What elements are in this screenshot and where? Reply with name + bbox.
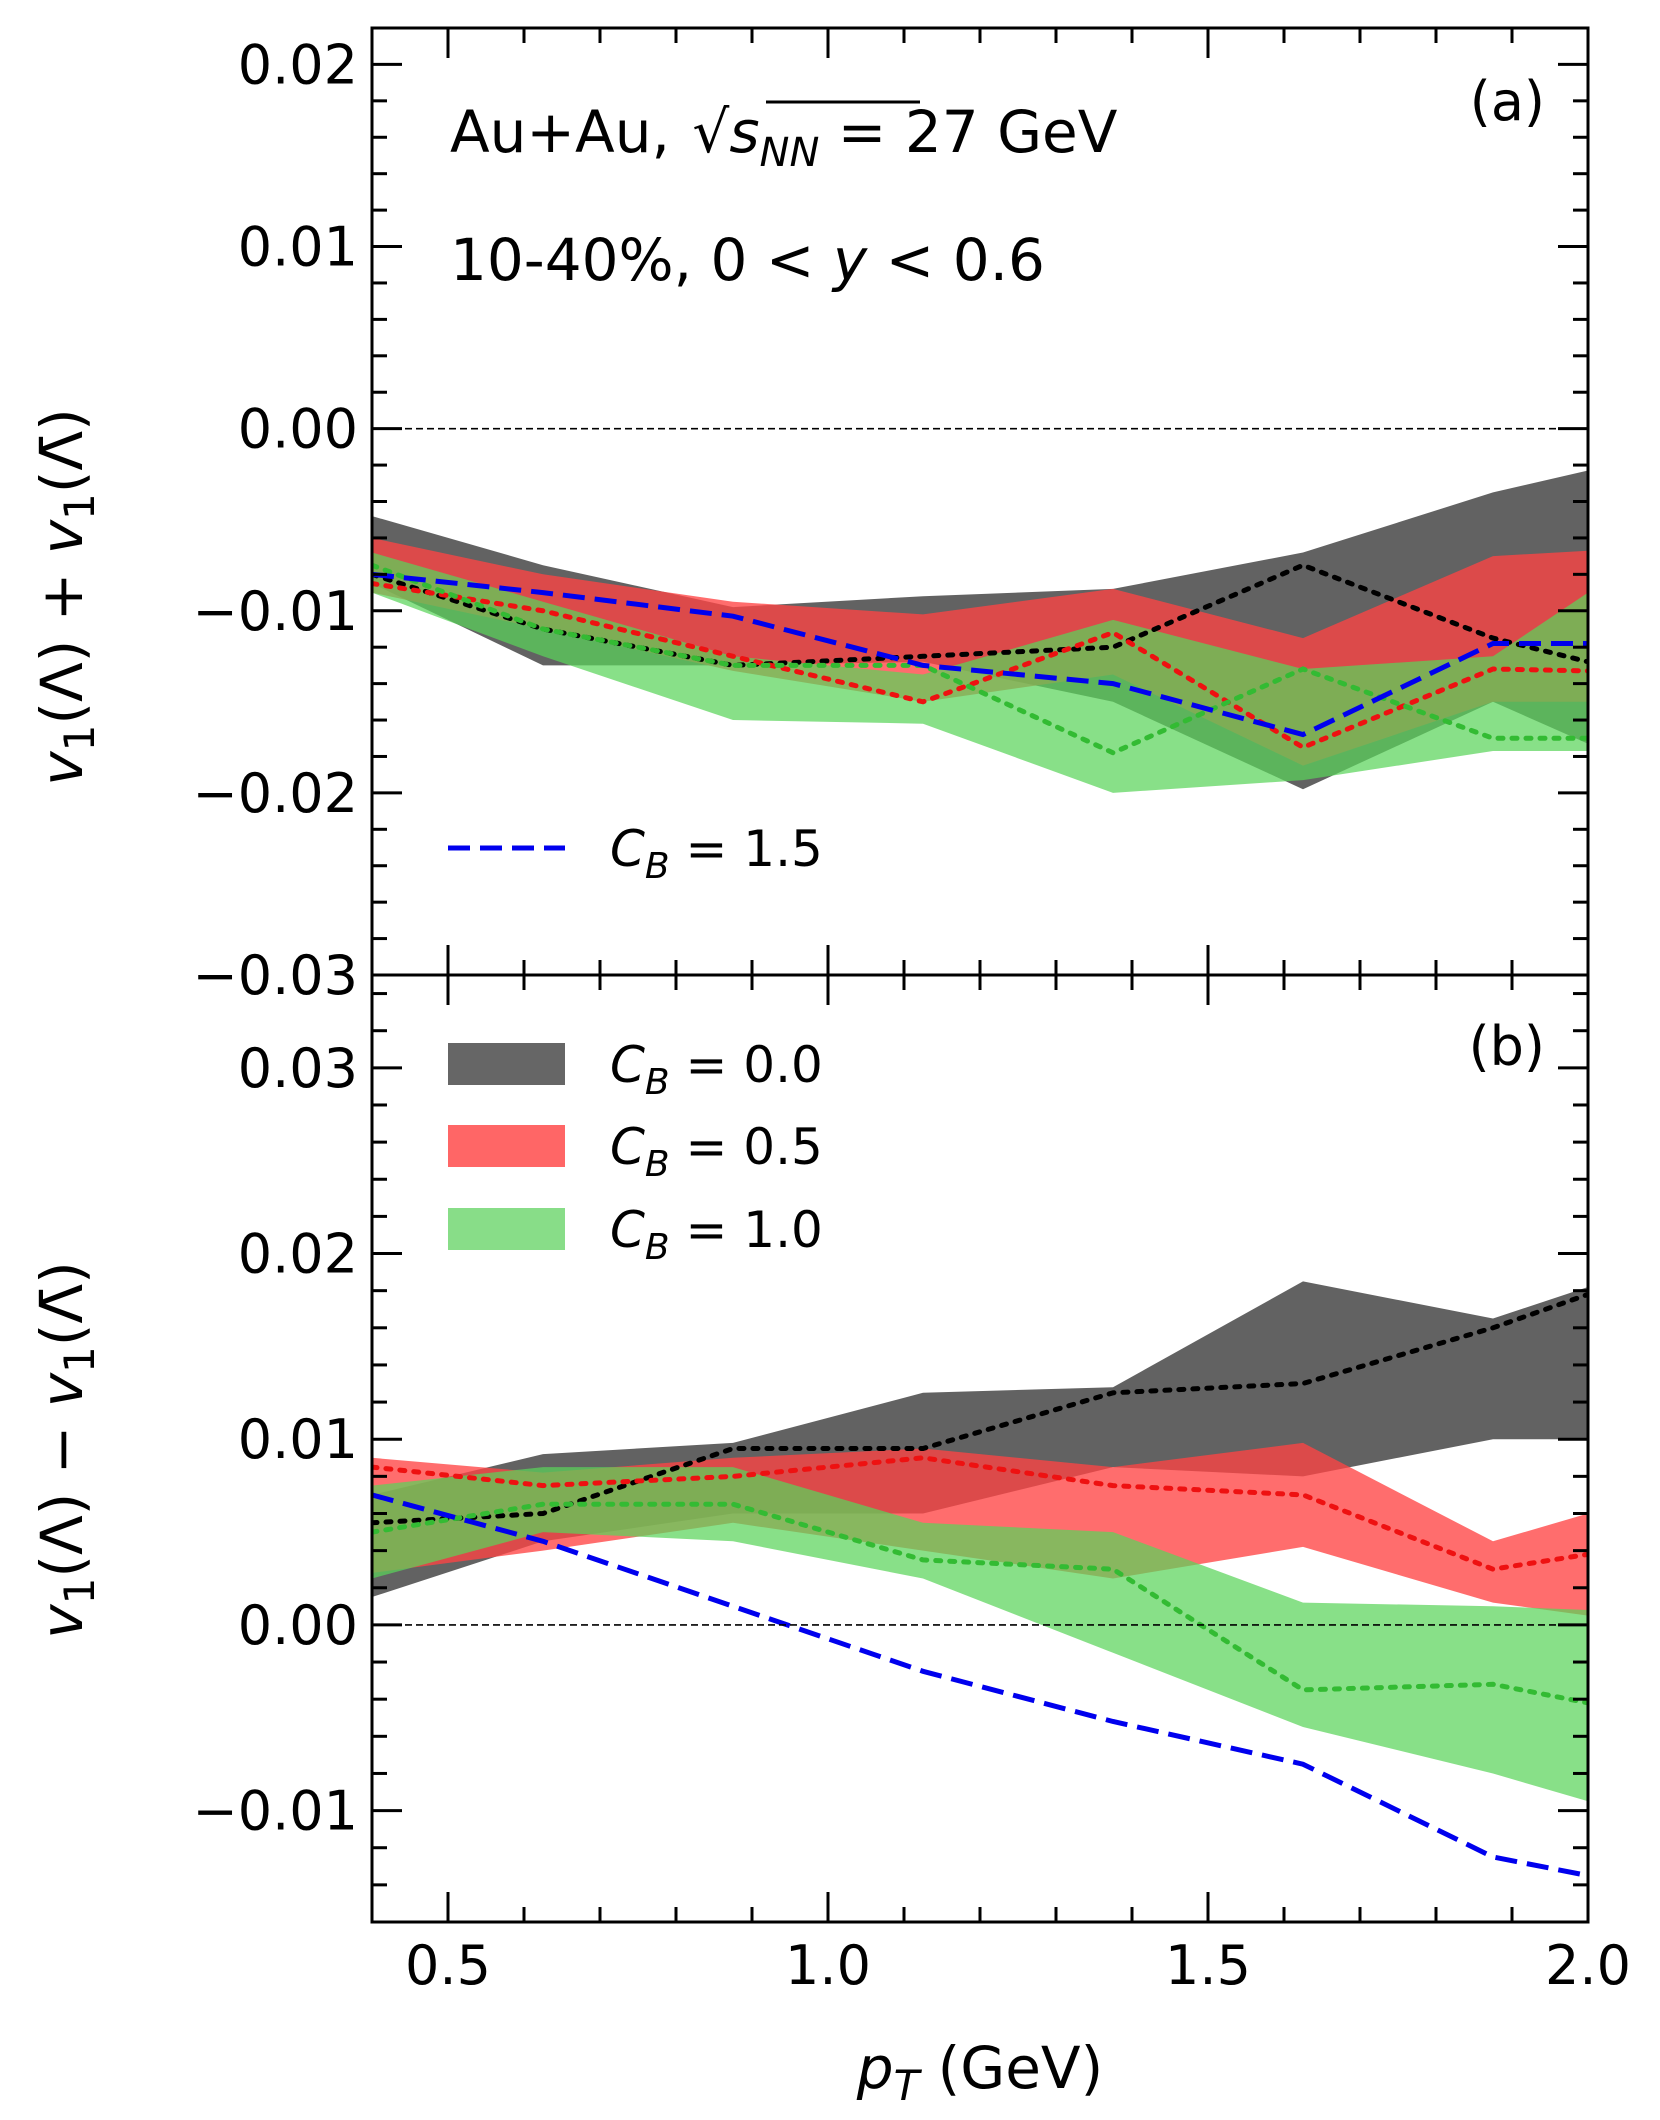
panel-b-lines: [372, 1291, 1588, 1879]
panel-b-y-axis-label: v1(Λ) − v1(Λ̄): [28, 1261, 104, 1638]
y-tick-label: 0.03: [238, 1037, 358, 1100]
x-tick-label: 0.5: [405, 1934, 491, 1997]
annotation-collision: Au+Au, √sNN = 27 GeV: [450, 98, 1118, 176]
legend-b: CB = 0.0 CB = 0.5 CB = 1.0: [448, 1036, 823, 1268]
x-tick-labels: 0.5 1.0 1.5 2.0: [405, 1934, 1631, 1997]
y-tick-label: 0.01: [238, 216, 358, 279]
legend-a: CB = 1.5: [448, 820, 823, 887]
legend-b-label-1: CB = 0.5: [610, 1118, 823, 1185]
panel-b: −0.01 0.00 0.01 0.02 0.03 0.5 1.0 1.5 2.0 (b) C…: [28, 973, 1631, 2110]
panel-a-frame: [370, 26, 1590, 977]
panel-a-y-tick-labels: −0.03 −0.02 −0.01 0.00 0.01 0.02: [193, 33, 358, 1007]
legend-b-swatch-cb-0-0: [448, 1043, 565, 1085]
y-tick-label: 0.02: [238, 33, 358, 96]
x-tick-label: 1.5: [1165, 1934, 1251, 1997]
panel-a-tag: (a): [1470, 70, 1545, 133]
panel-b-tag: (b): [1469, 1015, 1545, 1078]
legend-b-label-2: CB = 1.0: [610, 1201, 823, 1268]
legend-b-swatch-cb-1-0: [448, 1208, 565, 1250]
x-axis-label: pT (GeV): [856, 2034, 1103, 2110]
x-tick-label: 1.0: [785, 1934, 871, 1997]
panel-a-y-axis-label: v1(Λ) + v1(Λ̄): [28, 408, 104, 785]
legend-a-label: CB = 1.5: [610, 820, 823, 887]
y-tick-label: −0.02: [193, 762, 358, 825]
panel-a-ticks: [370, 26, 1590, 977]
panel-a-lines: [372, 562, 1588, 756]
y-tick-label: 0.01: [238, 1408, 358, 1471]
legend-b-label-0: CB = 0.0: [610, 1036, 823, 1103]
panel-b-ticks: [370, 975, 1590, 1924]
line-b-0: [372, 1291, 1588, 1526]
panel-b-y-tick-labels: −0.01 0.00 0.01 0.02 0.03: [193, 1037, 358, 1843]
panel-b-frame: [370, 973, 1590, 1924]
y-tick-label: 0.02: [238, 1223, 358, 1286]
y-tick-label: −0.01: [193, 1780, 358, 1843]
y-tick-label: 0.00: [238, 1594, 358, 1657]
y-tick-label: −0.01: [193, 580, 358, 643]
x-tick-label: 2.0: [1545, 1934, 1631, 1997]
panel-b-bands: [372, 1281, 1588, 1802]
line-a-1: [372, 581, 1588, 751]
y-tick-label: −0.03: [193, 944, 358, 1007]
line-b-1: [372, 1455, 1588, 1572]
band-b-2: [372, 1467, 1588, 1802]
y-tick-label: 0.00: [238, 398, 358, 461]
line-a-3: [372, 571, 1588, 738]
line-b-3: [372, 1492, 1588, 1879]
annotation-centrality: 10-40%, 0 < y < 0.6: [450, 226, 1045, 294]
line-a-2: [372, 562, 1588, 756]
legend-b-swatch-cb-0-5: [448, 1125, 565, 1167]
panel-a: −0.03 −0.02 −0.01 0.00 0.01 0.02 Au+Au, √sNN …: [28, 26, 1590, 1007]
line-b-2: [372, 1501, 1588, 1706]
